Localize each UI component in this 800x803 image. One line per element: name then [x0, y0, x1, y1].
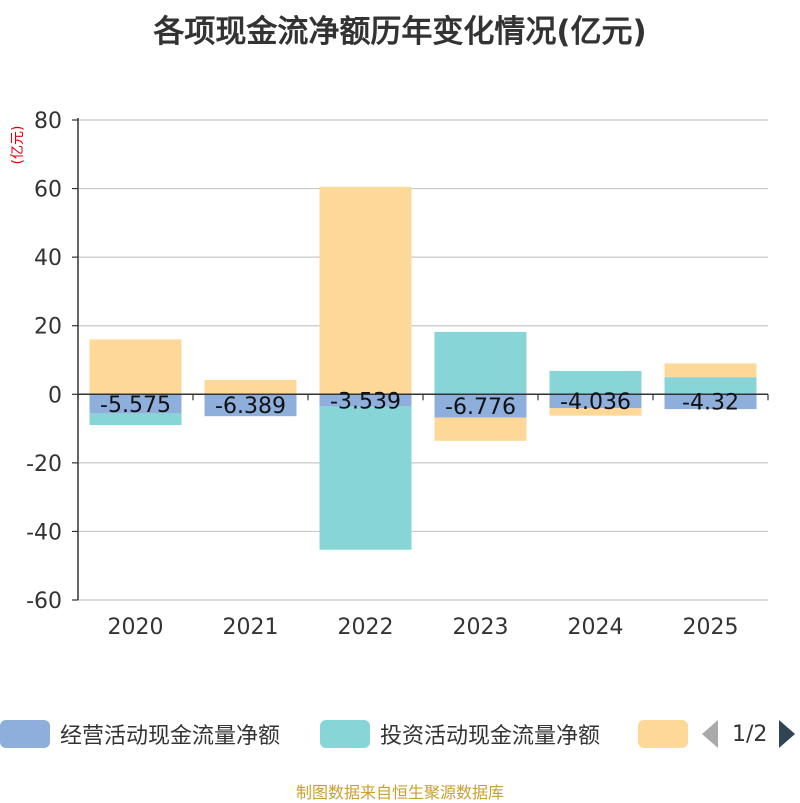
- bar-2024-series-0: [549, 394, 642, 409]
- bar-2025-series-2: [664, 363, 757, 378]
- legend-item-operating[interactable]: 经营活动现金流量净额: [0, 716, 280, 752]
- legend-swatch-investing: [320, 720, 370, 748]
- y-tick-label: 40: [34, 246, 62, 271]
- bar-2024-series-2: [549, 408, 642, 416]
- x-tick-label-2020: 2020: [108, 615, 164, 640]
- bar-2024-series-1: [549, 370, 642, 395]
- chart-title: 各项现金流净额历年变化情况(亿元): [153, 14, 647, 50]
- x-tick-label-2021: 2021: [223, 615, 279, 640]
- legend-page-indicator: 1/2: [732, 721, 768, 747]
- legend-item-financing[interactable]: [638, 716, 688, 752]
- bar-2023-series-1: [434, 331, 527, 395]
- legend-prev-page-icon[interactable]: [702, 720, 718, 748]
- bar-2023-series-2: [434, 417, 527, 441]
- bar-2025-series-0: [664, 394, 757, 410]
- y-tick-label: 0: [48, 383, 62, 408]
- legend-label-investing: 投资活动现金流量净额: [380, 724, 601, 749]
- data-source-footer: 制图数据来自恒生聚源数据库: [295, 783, 504, 802]
- legend-label-operating: 经营活动现金流量净额: [60, 724, 281, 749]
- x-tick-label-2025: 2025: [683, 615, 739, 640]
- bar-2025-series-1: [664, 377, 757, 395]
- bar-2022-series-1: [319, 406, 412, 550]
- y-tick-label: -40: [26, 520, 62, 545]
- bar-2022-series-0: [319, 394, 412, 407]
- y-tick-label: 60: [34, 178, 62, 203]
- legend-item-investing[interactable]: 投资活动现金流量净额: [320, 716, 600, 752]
- y-tick-label: -60: [26, 589, 62, 614]
- bar-2021-series-2: [204, 379, 297, 395]
- legend-pager: 1/2: [700, 716, 800, 752]
- data-label-2025: -4.32: [682, 391, 739, 416]
- y-tick-label: -20: [26, 452, 62, 477]
- y-axis-label: (亿元): [10, 126, 26, 165]
- bar-2023-series-0: [434, 394, 527, 418]
- legend-swatch-financing: [638, 720, 688, 748]
- y-tick-label: 80: [34, 109, 62, 134]
- data-label-2023: -6.776: [445, 395, 516, 420]
- x-tick-label-2022: 2022: [338, 615, 394, 640]
- bar-2020-series-0: [89, 394, 182, 414]
- bar-2022-series-2: [319, 186, 412, 395]
- x-tick-label-2024: 2024: [568, 615, 624, 640]
- data-label-2020: -5.575: [100, 393, 171, 418]
- legend-swatch-operating: [0, 720, 50, 748]
- bar-2020-series-1: [89, 413, 182, 426]
- data-label-2022: -3.539: [330, 389, 401, 414]
- legend: 经营活动现金流量净额 投资活动现金流量净额 1/2: [0, 716, 800, 752]
- bar-2021-series-0: [204, 394, 297, 417]
- x-tick-label-2023: 2023: [453, 615, 509, 640]
- data-label-2024: -4.036: [560, 390, 631, 415]
- legend-next-page-icon[interactable]: [779, 720, 796, 748]
- data-label-2021: -6.389: [215, 394, 286, 419]
- bar-2020-series-2: [89, 339, 182, 395]
- y-tick-label: 20: [34, 315, 62, 340]
